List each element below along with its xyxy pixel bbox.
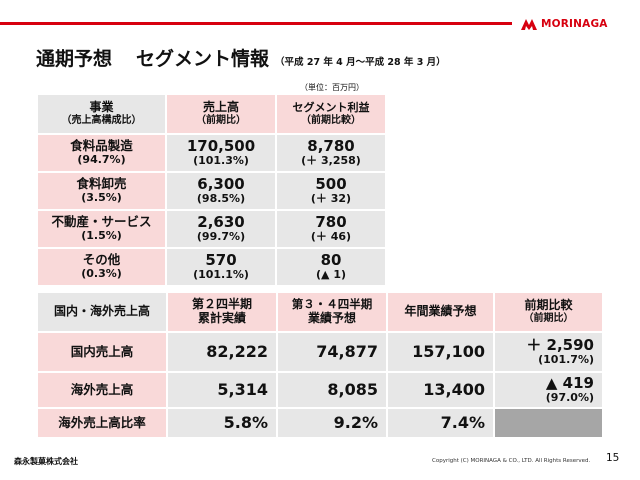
region-row-label: 国内売上高 bbox=[38, 333, 166, 371]
segment-row-profit: 8,780 (＋ 3,258) bbox=[277, 135, 385, 171]
copyright: Copyright (C) MORINAGA & CO., LTD. All R… bbox=[432, 458, 591, 464]
region-row-q3q4: 9.2% bbox=[278, 409, 386, 437]
region-row-annual: 13,400 bbox=[388, 373, 493, 407]
header-sales: 売上高 （前期比） bbox=[167, 95, 275, 133]
header-business: 事業 （売上高構成比） bbox=[38, 95, 165, 133]
segment-row-name: 食料卸売 (3.5%) bbox=[38, 173, 165, 209]
header-q2-cumulative: 第２四半期 累計実績 bbox=[168, 293, 276, 331]
header-q3q4-forecast: 第３・４四半期 業績予想 bbox=[278, 293, 386, 331]
region-row-q2: 82,222 bbox=[168, 333, 276, 371]
title-sub: セグメント情報 bbox=[136, 48, 270, 70]
logo-text: MORINAGA bbox=[541, 18, 608, 30]
company-name: 森永製菓株式会社 bbox=[14, 457, 78, 466]
segment-row-profit: 500 (＋ 32) bbox=[277, 173, 385, 209]
segment-row-name: その他 (0.3%) bbox=[38, 249, 165, 285]
segment-row-sales: 570 (101.1%) bbox=[167, 249, 275, 285]
header-red-bar bbox=[0, 22, 640, 25]
region-row-q2: 5.8% bbox=[168, 409, 276, 437]
header-domestic-overseas: 国内・海外売上高 bbox=[38, 293, 166, 331]
title-period: （平成 27 年 4 月～平成 28 年 3 月） bbox=[275, 57, 446, 68]
segment-row-profit: 780 (＋ 46) bbox=[277, 211, 385, 247]
title-main: 通期予想 bbox=[36, 48, 113, 70]
region-row-yoy-empty bbox=[495, 409, 602, 437]
morinaga-logo: MORINAGA bbox=[520, 16, 608, 32]
segment-row-sales: 2,630 (99.7%) bbox=[167, 211, 275, 247]
region-row-q3q4: 8,085 bbox=[278, 373, 386, 407]
region-row-q2: 5,314 bbox=[168, 373, 276, 407]
region-row-label: 海外売上高比率 bbox=[38, 409, 166, 437]
segment-row-sales: 170,500 (101.3%) bbox=[167, 135, 275, 171]
segment-row-name: 食料品製造 (94.7%) bbox=[38, 135, 165, 171]
unit-label: （単位：百万円） bbox=[300, 83, 364, 92]
region-row-label: 海外売上高 bbox=[38, 373, 166, 407]
header-yoy-comparison: 前期比較 （前期比） bbox=[495, 293, 602, 331]
logo-background bbox=[512, 14, 640, 34]
segment-row-sales: 6,300 (98.5%) bbox=[167, 173, 275, 209]
page-title: 通期予想 セグメント情報 （平成 27 年 4 月～平成 28 年 3 月） bbox=[36, 44, 446, 71]
region-row-yoy: ▲ 419 (97.0%) bbox=[495, 373, 602, 407]
region-row-annual: 157,100 bbox=[388, 333, 493, 371]
header-annual-forecast: 年間業績予想 bbox=[388, 293, 493, 331]
segment-row-name: 不動産・サービス (1.5%) bbox=[38, 211, 165, 247]
page-number: 15 bbox=[606, 452, 620, 464]
header-segment-profit: セグメント利益 （前期比較） bbox=[277, 95, 385, 133]
region-row-annual: 7.4% bbox=[388, 409, 493, 437]
segment-row-profit: 80 (▲ 1) bbox=[277, 249, 385, 285]
angel-mark-icon bbox=[521, 19, 537, 30]
region-row-yoy: ＋ 2,590 (101.7%) bbox=[495, 333, 602, 371]
region-row-q3q4: 74,877 bbox=[278, 333, 386, 371]
